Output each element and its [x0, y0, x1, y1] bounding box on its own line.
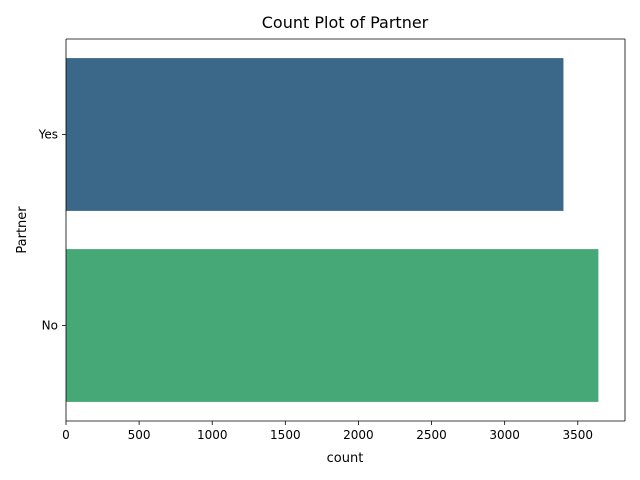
x-tick-label: 1500 [270, 428, 301, 442]
chart-marks [66, 58, 599, 402]
y-axis-label: Partner [15, 206, 30, 254]
x-tick-label: 1000 [197, 428, 228, 442]
chart-title: Count Plot of Partner [262, 13, 429, 32]
x-tick-label: 3500 [562, 428, 593, 442]
bar-yes [66, 58, 564, 211]
y-tick-label: No [42, 319, 58, 333]
x-tick-label: 2500 [416, 428, 447, 442]
x-tick-label: 2000 [343, 428, 374, 442]
x-tick-label: 0 [62, 428, 70, 442]
x-tick-label: 500 [128, 428, 151, 442]
x-axis-label: count [327, 451, 364, 466]
chart-axes: 0 500 1000 1500 2000 2500 3000 3500 Yes No [38, 38, 626, 442]
y-tick-label: Yes [38, 128, 58, 142]
x-tick-label: 3000 [489, 428, 520, 442]
bar-no [66, 249, 599, 402]
